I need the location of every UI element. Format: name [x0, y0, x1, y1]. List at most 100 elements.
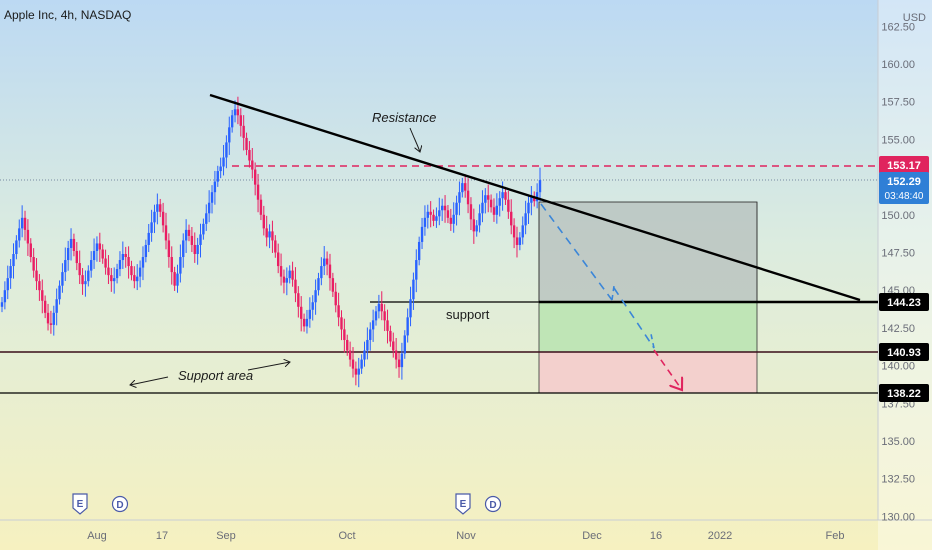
candle-body	[64, 260, 67, 273]
candle-body	[337, 305, 340, 318]
candle-body	[535, 192, 539, 202]
candle-body	[239, 115, 242, 126]
candle-body	[354, 368, 358, 375]
candle-body	[297, 293, 300, 307]
candle-body	[213, 181, 217, 193]
tag-140-93[interactable]: 140.93	[879, 343, 929, 361]
candle-body	[449, 217, 453, 224]
candle-body	[458, 192, 461, 203]
candle-body	[101, 249, 104, 259]
candle-body	[495, 205, 499, 215]
candle-body	[66, 247, 70, 261]
time-tick-label: Aug	[87, 530, 107, 542]
candle-body	[438, 210, 441, 217]
candle-body	[420, 226, 424, 242]
candle-body	[484, 195, 487, 203]
candle-body	[512, 225, 516, 238]
projection-leg-3	[653, 349, 682, 390]
candle-body	[242, 125, 245, 138]
candle-body	[6, 278, 9, 291]
candle-body	[343, 329, 346, 340]
candle-body	[136, 276, 139, 282]
candle-body	[95, 243, 99, 251]
candle-body	[294, 279, 297, 294]
candle-body	[400, 353, 404, 368]
candle-body	[320, 266, 323, 279]
candle-body	[156, 204, 159, 212]
candle-body	[196, 244, 199, 255]
candle-body	[412, 279, 415, 300]
time-tick-label: Feb	[826, 530, 845, 542]
dividend-event-icon[interactable]: D	[484, 495, 502, 513]
candle-body	[58, 285, 61, 300]
svg-text:D: D	[116, 500, 123, 511]
candle-body	[78, 263, 81, 276]
earnings-event-icon[interactable]: E	[72, 493, 88, 515]
candle-body	[538, 180, 542, 193]
loss-zone[interactable]	[539, 352, 757, 393]
price-tick-label: 130.00	[881, 511, 915, 523]
candle-body	[153, 211, 156, 223]
candle-body	[179, 257, 182, 274]
candle-body	[228, 127, 231, 143]
candle-body	[256, 184, 260, 200]
candle-body	[527, 202, 530, 214]
candle-body	[207, 202, 211, 214]
candle-body	[167, 240, 171, 258]
projection-retest-2	[650, 333, 655, 349]
candle-body	[461, 183, 464, 193]
candle-body	[285, 278, 289, 283]
candle-body	[3, 290, 7, 303]
candle-body	[187, 229, 191, 236]
candle-body	[415, 260, 418, 280]
candle-body	[487, 195, 490, 200]
candle-body	[300, 306, 303, 319]
earnings-event-icon[interactable]: E	[455, 493, 471, 515]
candle-body	[233, 109, 237, 116]
candle-body	[374, 311, 378, 321]
price-tick-label: 142.50	[881, 323, 915, 335]
candle-body	[348, 350, 352, 360]
candle-body	[118, 260, 122, 270]
candle-body	[202, 223, 205, 235]
candle-body	[397, 359, 401, 368]
candle-body	[481, 202, 484, 214]
svg-text:03:48:40: 03:48:40	[885, 191, 924, 202]
dividend-event-icon[interactable]: D	[111, 495, 129, 513]
candle-body	[38, 281, 41, 291]
projection-leg-1	[540, 203, 613, 301]
candle-body	[262, 214, 266, 229]
tag-153-17[interactable]: 153.17	[879, 156, 929, 174]
price-tick-label: 155.00	[881, 134, 915, 146]
candle-body	[279, 266, 283, 277]
candle-body	[469, 204, 473, 220]
candle-body	[406, 317, 409, 336]
candle-body	[43, 300, 47, 313]
candle-body	[334, 291, 337, 306]
resistance-trendline[interactable]	[209, 93, 861, 302]
candle-body	[282, 276, 286, 283]
svg-text:E: E	[77, 499, 84, 510]
candle-body	[127, 257, 130, 267]
candle-body	[389, 330, 392, 342]
candle-body	[107, 267, 110, 276]
tag-144-23[interactable]: 144.23	[879, 293, 929, 311]
profit-zone[interactable]	[539, 302, 757, 352]
candle-body	[259, 199, 263, 215]
candle-body	[331, 278, 335, 292]
candle-body	[475, 225, 478, 232]
candle-body	[360, 359, 363, 369]
candle-body	[380, 303, 383, 312]
candle-body	[92, 250, 96, 261]
target-box[interactable]	[538, 201, 758, 303]
tag-138-22[interactable]: 138.22	[879, 384, 929, 402]
candle-body	[115, 269, 119, 279]
tag-last-price[interactable]: 152.29 03:48:40	[879, 172, 929, 204]
currency-label: USD	[903, 12, 926, 24]
svg-text:140.93: 140.93	[887, 347, 921, 359]
candle-body	[311, 302, 314, 310]
candle-body	[75, 250, 79, 264]
candle-body	[52, 312, 55, 325]
